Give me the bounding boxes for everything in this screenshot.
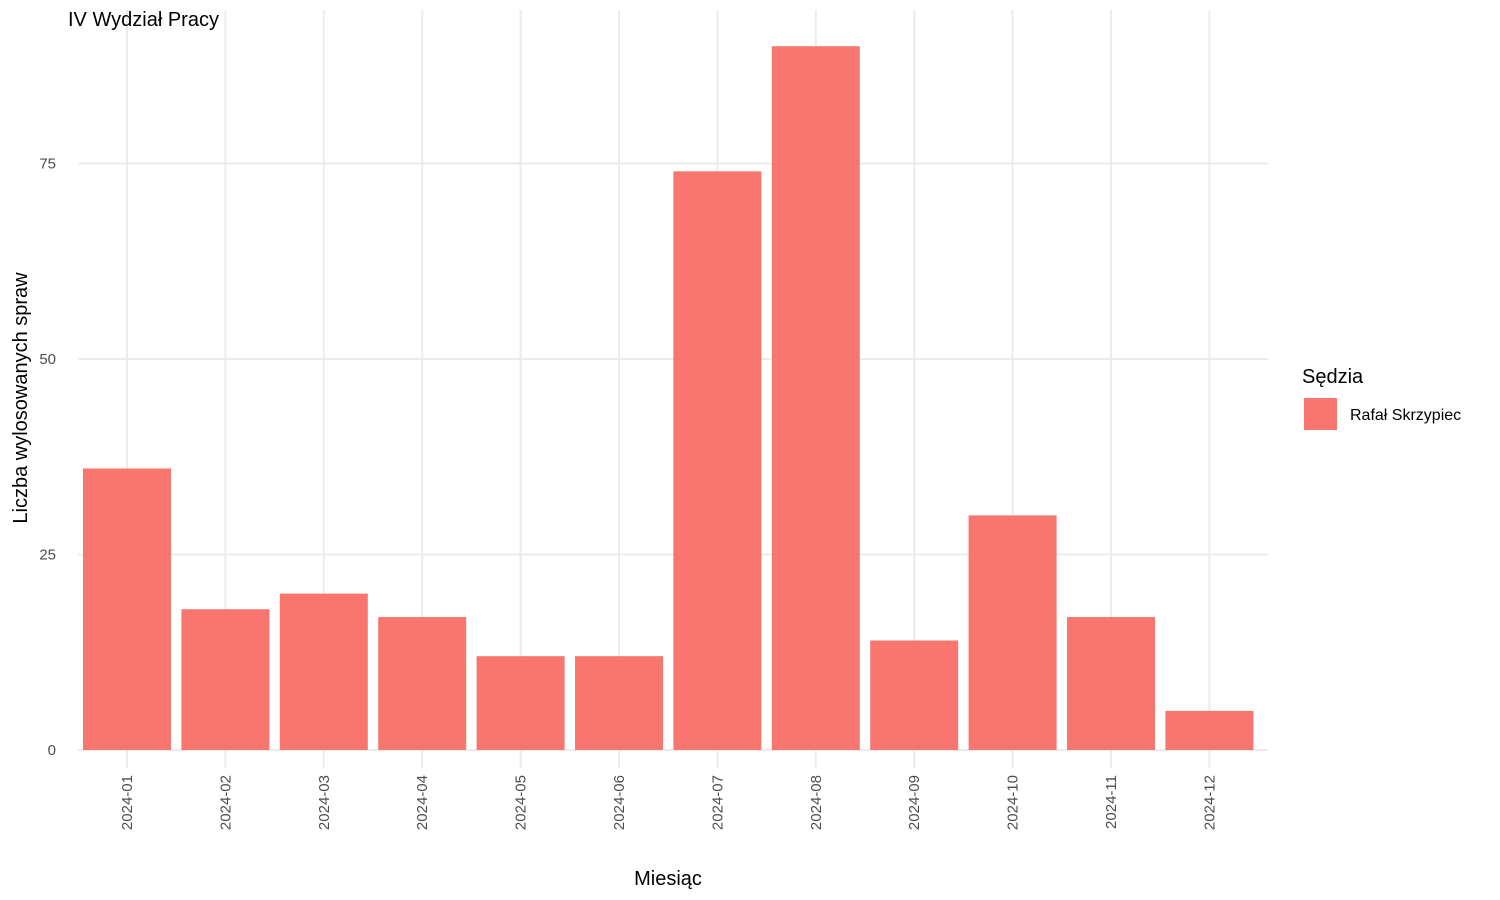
bar-2024-03 bbox=[279, 593, 368, 750]
bar-2024-09 bbox=[870, 640, 959, 750]
x-tick-label: 2024-06 bbox=[611, 775, 628, 830]
y-axis-ticks: 0 25 50 75 bbox=[39, 156, 56, 760]
chart-title: IV Wydział Pracy bbox=[68, 9, 219, 31]
bar-2024-01 bbox=[83, 468, 171, 750]
x-tick-label: 2024-01 bbox=[119, 775, 136, 830]
x-axis-title: Miesiąc bbox=[634, 868, 702, 890]
bar-2024-08 bbox=[771, 46, 860, 750]
x-axis-ticks: 2024-01 2024-02 2024-03 2024-04 2024-05 2024-… bbox=[119, 775, 1218, 830]
bar-2024-06 bbox=[575, 656, 663, 750]
y-tick-label: 75 bbox=[39, 156, 56, 173]
x-tick-label: 2024-08 bbox=[808, 775, 825, 830]
legend-entry-label: Rafał Skrzypiec bbox=[1350, 407, 1461, 424]
x-tick-label: 2024-12 bbox=[1201, 775, 1218, 830]
bar-2024-05 bbox=[476, 656, 565, 750]
x-tick-label: 2024-05 bbox=[513, 775, 530, 830]
legend-title: Sędzia bbox=[1302, 366, 1364, 388]
y-axis-title: Liczba wylosowanych spraw bbox=[10, 272, 32, 524]
bar-2024-04 bbox=[378, 617, 467, 750]
x-tick-label: 2024-03 bbox=[316, 775, 333, 830]
x-tick-label: 2024-02 bbox=[217, 775, 234, 830]
bar-2024-07 bbox=[673, 171, 762, 750]
bar-2024-02 bbox=[181, 609, 270, 750]
bar-2024-12 bbox=[1165, 710, 1254, 750]
x-tick-label: 2024-10 bbox=[1005, 775, 1022, 830]
y-tick-label: 25 bbox=[39, 547, 56, 564]
x-tick-label: 2024-11 bbox=[1103, 775, 1120, 829]
y-tick-label: 50 bbox=[39, 351, 56, 368]
bar-2024-10 bbox=[968, 515, 1057, 750]
x-tick-label: 2024-04 bbox=[414, 775, 431, 830]
bar-2024-11 bbox=[1067, 617, 1155, 750]
legend-key-swatch bbox=[1304, 398, 1337, 430]
legend: Sędzia Rafał Skrzypiec bbox=[1302, 366, 1461, 430]
y-tick-label: 0 bbox=[48, 742, 56, 759]
chart-bars bbox=[83, 46, 1254, 750]
x-tick-label: 2024-09 bbox=[906, 775, 923, 830]
x-tick-label: 2024-07 bbox=[709, 775, 726, 830]
